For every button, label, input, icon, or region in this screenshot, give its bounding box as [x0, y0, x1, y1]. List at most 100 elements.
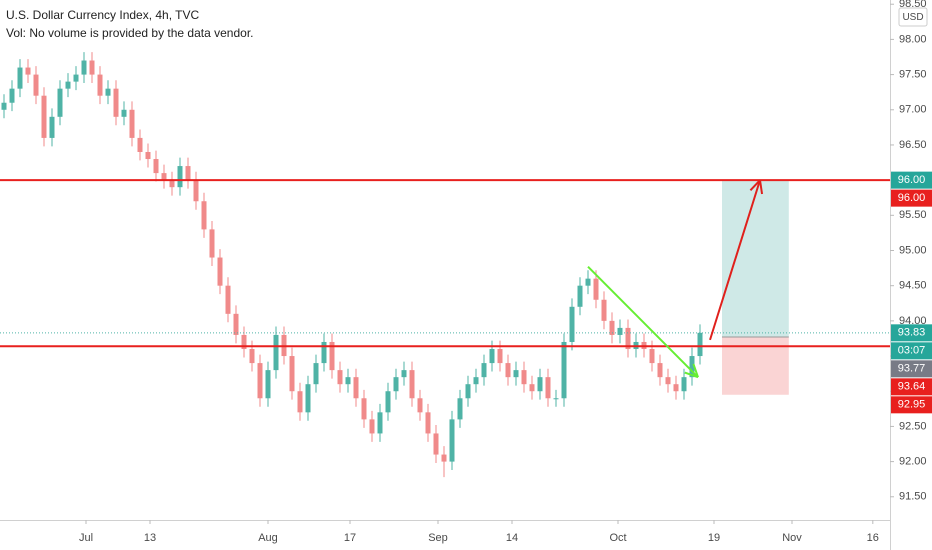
candle-body	[433, 433, 439, 455]
x-tick-label: 16	[867, 532, 879, 544]
candle-body	[265, 370, 271, 399]
candle-body	[441, 454, 447, 462]
currency-box[interactable]	[898, 7, 928, 27]
candle-body	[697, 332, 703, 357]
price-label: 96.00	[898, 192, 926, 204]
candle-body	[257, 363, 263, 399]
chart-subtitle: Vol: No volume is provided by the data v…	[6, 26, 253, 40]
candle-body	[585, 278, 591, 286]
candle-body	[561, 341, 567, 399]
candle-body	[225, 285, 231, 314]
candle-body	[417, 398, 423, 413]
candle-body	[545, 377, 551, 399]
candle-body	[521, 370, 527, 385]
candle-body	[233, 313, 239, 335]
candle-body	[689, 356, 695, 378]
candle-body	[449, 419, 455, 462]
price-label-bg	[891, 360, 932, 378]
arrow-head	[759, 179, 764, 195]
candle-body	[601, 299, 607, 321]
candle-body	[17, 67, 23, 89]
candle-body	[385, 391, 391, 413]
candle-body	[73, 74, 79, 82]
candle-body	[41, 95, 47, 138]
candle-body	[241, 334, 247, 350]
candle-body	[401, 370, 407, 378]
x-tick-label: Aug	[258, 532, 278, 544]
candle-body	[625, 327, 631, 350]
candle-body	[361, 398, 367, 420]
x-tick-label: Sep	[428, 532, 448, 544]
candle-body	[513, 370, 519, 378]
arrow-head	[749, 179, 761, 192]
price-label-bg	[891, 171, 932, 189]
candle-body	[25, 67, 31, 75]
candle-body	[497, 349, 503, 364]
candle-body	[273, 334, 279, 371]
candle-body	[353, 377, 359, 399]
y-tick-label: 96.50	[899, 139, 927, 151]
candle-body	[577, 285, 583, 307]
y-tick-label: 98.50	[899, 0, 927, 10]
y-tick-label: 92.00	[899, 456, 927, 468]
candle-body	[337, 370, 343, 385]
candle-body	[49, 116, 55, 138]
candle-body	[649, 349, 655, 364]
candle-body	[113, 88, 119, 117]
y-tick-label: 94.00	[899, 315, 927, 327]
candle-body	[201, 201, 207, 230]
y-tick-label: 92.50	[899, 420, 927, 432]
candle-body	[57, 88, 63, 117]
candle-body	[665, 377, 671, 385]
candle-body	[169, 180, 175, 188]
x-tick-label: 17	[344, 532, 356, 544]
x-tick-label: Jul	[79, 532, 93, 544]
price-label-bg	[891, 342, 932, 360]
candle-body	[313, 363, 319, 385]
y-tick-label: 97.00	[899, 104, 927, 116]
price-label: 96.00	[898, 174, 926, 186]
x-tick-label: Nov	[782, 532, 802, 544]
currency[interactable]: USD	[902, 12, 923, 23]
candle-body	[377, 412, 383, 434]
candle-body	[321, 341, 327, 364]
candle-body	[425, 412, 431, 434]
candle-body	[97, 74, 103, 96]
candle-body	[505, 363, 511, 378]
candle-body	[657, 363, 663, 378]
candle-body	[673, 384, 679, 392]
price-label-bg	[891, 189, 932, 207]
candle-body	[209, 229, 215, 258]
candle-body	[9, 88, 15, 103]
candle-body	[297, 391, 303, 413]
arrow-head	[692, 363, 699, 378]
candle-body	[81, 60, 87, 75]
x-tick-label: 13	[144, 532, 156, 544]
y-tick-label: 97.50	[899, 68, 927, 80]
candle-body	[33, 74, 39, 96]
candle-body	[529, 384, 535, 392]
candle-body	[121, 109, 127, 117]
candle-body	[553, 398, 559, 400]
candle-body	[537, 377, 543, 392]
candle-body	[65, 81, 71, 89]
candle-body	[137, 137, 143, 152]
plot	[0, 52, 890, 478]
arrow-head	[684, 371, 699, 379]
y-tick-label: 91.50	[899, 491, 927, 503]
candle-body	[161, 173, 167, 181]
trend-arrow	[709, 179, 761, 341]
candle-body	[105, 88, 111, 96]
candle-body	[345, 377, 351, 385]
candle-body	[89, 60, 95, 75]
price-label: 93.64	[898, 381, 926, 393]
y-tick-label: 95.50	[899, 209, 927, 221]
candle-body	[457, 398, 463, 420]
candle-body	[305, 384, 311, 413]
candle-body	[609, 320, 615, 335]
candle-body	[681, 377, 687, 392]
price-label-bg	[891, 324, 932, 342]
candle-body	[617, 327, 623, 335]
